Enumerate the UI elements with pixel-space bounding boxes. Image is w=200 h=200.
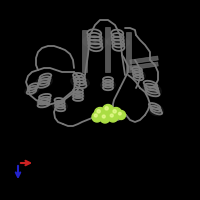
Circle shape [94, 114, 97, 117]
Ellipse shape [82, 35, 108, 49]
Ellipse shape [106, 36, 130, 48]
Ellipse shape [100, 80, 116, 90]
Polygon shape [130, 56, 158, 64]
Circle shape [119, 112, 121, 115]
Ellipse shape [148, 104, 164, 116]
Polygon shape [126, 32, 130, 72]
Circle shape [110, 108, 122, 118]
Circle shape [116, 110, 126, 119]
Polygon shape [130, 62, 158, 70]
Circle shape [102, 115, 105, 118]
Polygon shape [82, 30, 86, 72]
Ellipse shape [24, 85, 40, 95]
Ellipse shape [36, 96, 52, 108]
Ellipse shape [35, 76, 53, 88]
Circle shape [95, 108, 106, 118]
Circle shape [108, 112, 118, 122]
Circle shape [113, 110, 116, 113]
Ellipse shape [70, 76, 90, 88]
Circle shape [100, 113, 110, 123]
Ellipse shape [52, 101, 68, 111]
Ellipse shape [142, 83, 162, 97]
Circle shape [110, 114, 113, 117]
Circle shape [105, 107, 108, 110]
Circle shape [92, 112, 102, 122]
Circle shape [102, 104, 114, 116]
Circle shape [97, 110, 100, 113]
Polygon shape [104, 27, 110, 72]
Ellipse shape [71, 91, 85, 101]
Ellipse shape [130, 70, 146, 80]
